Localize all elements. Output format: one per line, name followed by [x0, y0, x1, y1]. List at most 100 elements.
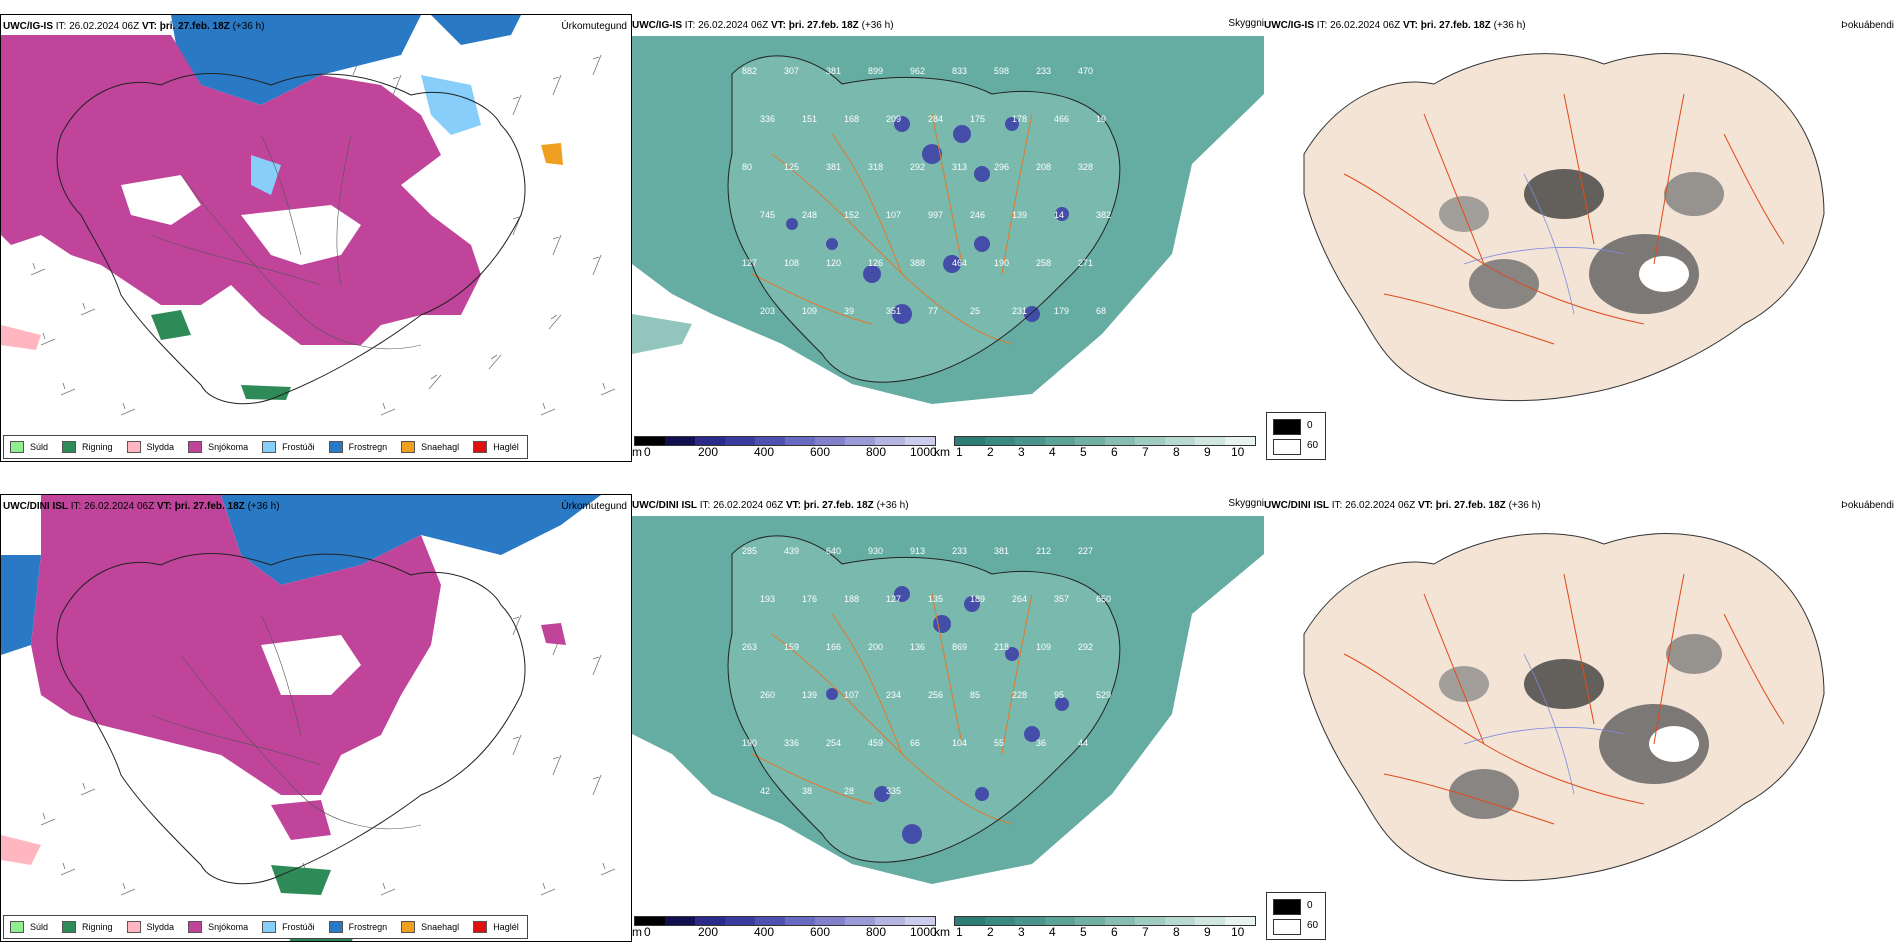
colorbar-segment [955, 917, 985, 925]
visibility-value-label: 166 [826, 642, 841, 652]
visibility-value-label: 357 [1054, 594, 1069, 604]
legend-swatch [126, 921, 141, 933]
legend-item: Haglél [473, 921, 519, 933]
fog-legend-label: 60 [1307, 440, 1319, 451]
panel-title: Skyggni [1228, 18, 1264, 29]
colorbar-segment [725, 917, 755, 925]
visibility-value-label: 466 [1054, 114, 1069, 124]
legend-item: Súld [10, 921, 48, 933]
visibility-value-label: 292 [1078, 642, 1093, 652]
visibility-value-label: 263 [742, 642, 757, 652]
visibility-value-label: 256 [928, 690, 943, 700]
legend-item: Snaehagl [401, 441, 459, 453]
visibility-value-label: 218 [994, 642, 1009, 652]
panel-title: Úrkomutegund [561, 21, 627, 32]
visibility-value-label: 470 [1078, 66, 1093, 76]
colorbar-segment [665, 917, 695, 925]
fog-map-svg [1303, 53, 1825, 402]
visibility-value-label: 336 [784, 738, 799, 748]
fog-legend-label: 0 [1307, 900, 1313, 911]
legend-swatch [401, 441, 416, 453]
legend-swatch [328, 921, 343, 933]
legend-item: Haglél [473, 441, 519, 453]
visibility-value-label: 382 [1096, 210, 1111, 220]
visibility-value-label: 899 [868, 66, 883, 76]
colorbar-segment [1015, 437, 1045, 445]
colorbar-segment [1075, 917, 1105, 925]
map-header: UWC/DINI ISL IT: 26.02.2024 06Z VT: þri.… [3, 501, 280, 512]
visibility-value-label: 44 [1078, 738, 1088, 748]
colorbar-segment [905, 917, 935, 925]
colorbar-segment [1045, 437, 1075, 445]
fog-legend-row1: 0 60 [1266, 412, 1326, 460]
visibility-value-label: 152 [844, 210, 859, 220]
colorbar-segment [1165, 917, 1195, 925]
fog-map-svg [1303, 533, 1825, 882]
colorbar-segment [985, 917, 1015, 925]
visibility-colorbar: km 1 2 3 4 5 6 7 8 9 10 [934, 436, 1264, 462]
visibility-value-label: 127 [742, 258, 757, 268]
colorbar-segment [695, 437, 725, 445]
colorbar-segment [955, 437, 985, 445]
colorbar-segment [985, 437, 1015, 445]
visibility-value-label: 136 [910, 642, 925, 652]
visibility-value-label: 208 [1036, 162, 1051, 172]
visibility-value-label: 39 [844, 306, 854, 316]
legend-item: Snaehagl [401, 921, 459, 933]
visibility-value-label: 209 [886, 114, 901, 124]
legend-swatch [188, 441, 203, 453]
colorbar-segment [1225, 437, 1255, 445]
colorbar-segment [1225, 917, 1255, 925]
colorbar-segment [875, 917, 905, 925]
visibility-value-label: 254 [826, 738, 841, 748]
visibility-value-label: 80 [742, 162, 752, 172]
visibility-value-label: 439 [784, 546, 799, 556]
colorbar-segment [815, 437, 845, 445]
visibility-value-label: 188 [844, 594, 859, 604]
visibility-value-label: 200 [868, 642, 883, 652]
legend-item: Frostúði [262, 441, 315, 453]
panel-title: Þokuábendi [1841, 20, 1894, 31]
colorbar-segment [1195, 917, 1225, 925]
legend-item: Frostregn [328, 921, 387, 933]
visibility-value-label: 464 [952, 258, 967, 268]
visibility-value-label: 50 [742, 354, 752, 364]
colorbar-segment [1105, 917, 1135, 925]
map-header: UWC/DINI ISL IT: 26.02.2024 06Z VT: þri.… [632, 500, 909, 511]
map-header: UWC/IG-IS IT: 26.02.2024 06Z VT: þri. 27… [1264, 20, 1526, 31]
colorbar-segment [635, 917, 665, 925]
colorbar-segment [1045, 917, 1075, 925]
visibility-value-label: 120 [826, 258, 841, 268]
panel-title: Þokuábendi [1841, 500, 1894, 511]
visibility-value-label: 930 [868, 546, 883, 556]
colorbar-segment [785, 917, 815, 925]
visibility-value-label: 913 [910, 546, 925, 556]
colorbar-segment [845, 437, 875, 445]
visibility-value-label: 175 [970, 114, 985, 124]
visibility-colorbar: km 1 2 3 4 5 6 7 8 9 10 [934, 916, 1264, 942]
visibility-value-label: 335 [886, 786, 901, 796]
visibility-value-label: 233 [1036, 66, 1051, 76]
precip-legend: Súld Rigning Slydda Snjókoma Frostúði Fr… [3, 915, 528, 939]
visibility-value-label: 55 [994, 738, 1004, 748]
legend-item: Frostúði [262, 921, 315, 933]
visibility-value-label: 168 [844, 114, 859, 124]
fog-legend-label: 0 [1307, 420, 1313, 431]
visibility-value-label: 66 [910, 738, 920, 748]
colorbar-segment [845, 917, 875, 925]
legend-item: Frostregn [328, 441, 387, 453]
visibility-value-label: 264 [1012, 594, 1027, 604]
colorbar-segment [1105, 437, 1135, 445]
visibility-value-label: 233 [952, 546, 967, 556]
visibility-value-label: 381 [826, 66, 841, 76]
visibility-value-label: 292 [910, 162, 925, 172]
visibility-value-label: 193 [760, 594, 775, 604]
visibility-value-label: 190 [742, 738, 757, 748]
map-header: UWC/IG-IS IT: 26.02.2024 06Z VT: þri. 27… [632, 20, 894, 31]
legend-swatch [401, 921, 416, 933]
visibility-value-label: 246 [970, 210, 985, 220]
visibility-value-label: 109 [802, 306, 817, 316]
visibility-value-label: 271 [1078, 258, 1093, 268]
colorbar-segment [875, 437, 905, 445]
visibility-value-label: 318 [868, 162, 883, 172]
